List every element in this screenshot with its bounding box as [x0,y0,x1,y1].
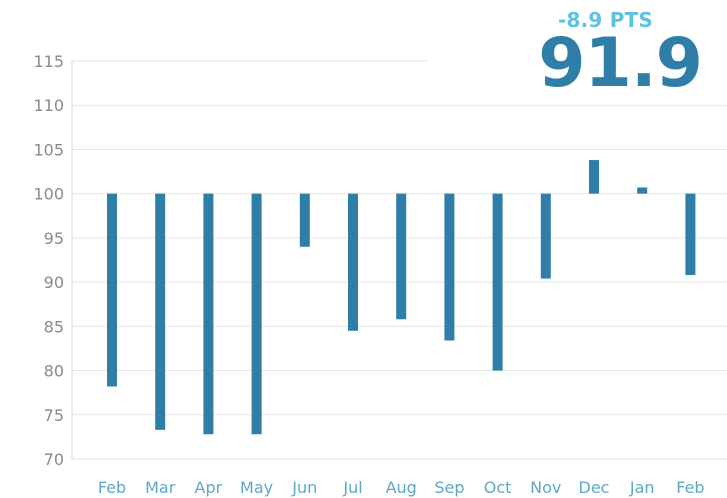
x-tick-label: Apr [195,478,223,497]
bar-aug-6 [396,193,407,320]
bar-nov-9 [540,193,551,279]
bar-oct-8 [492,193,503,371]
x-axis-ticks: Feb Mar Apr May Jun Jul Aug Sep Oct Nov Dec Jan Feb [98,478,705,497]
y-tick-label: 110 [33,96,64,115]
y-tick-label: 115 [33,52,64,71]
x-tick-label: Mar [145,478,176,497]
x-tick-label: Jun [291,478,317,497]
y-tick-label: 95 [44,229,64,248]
headline-panel: -8.9 PTS 91.9 [427,0,727,104]
current-value: 91.9 [538,24,703,103]
bar-apr-2 [203,193,214,435]
x-tick-label: Nov [530,478,561,497]
x-tick-label: May [240,478,273,497]
y-tick-label: 100 [33,185,64,204]
y-tick-label: 85 [44,317,64,336]
x-tick-label: Feb [98,478,126,497]
y-tick-label: 90 [44,273,64,292]
x-tick-label: Aug [386,478,417,497]
x-tick-label: Sep [434,478,464,497]
x-tick-label: Oct [484,478,512,497]
x-tick-label: Jan [629,478,655,497]
bar-jun-4 [299,193,310,247]
bar-feb-0 [107,193,117,387]
y-tick-label: 75 [44,406,64,425]
bars [107,160,696,435]
bar-dec-10 [589,160,599,194]
y-tick-label: 70 [44,450,64,469]
y-tick-label: 80 [44,362,64,381]
x-tick-label: Feb [676,478,704,497]
x-tick-label: Jul [342,478,362,497]
bar-jul-5 [348,193,358,331]
change-label: -8.9 PTS [558,8,653,32]
bar-jan-11 [637,187,648,194]
bar-may-3 [251,193,262,435]
x-tick-label: Dec [579,478,610,497]
bar-mar-1 [155,193,166,430]
bar-feb-12 [685,193,696,276]
bar-sep-7 [444,193,455,341]
y-axis-ticks: 70 75 80 85 90 95 100 105 110 115 [33,52,64,469]
y-tick-label: 105 [33,140,64,159]
